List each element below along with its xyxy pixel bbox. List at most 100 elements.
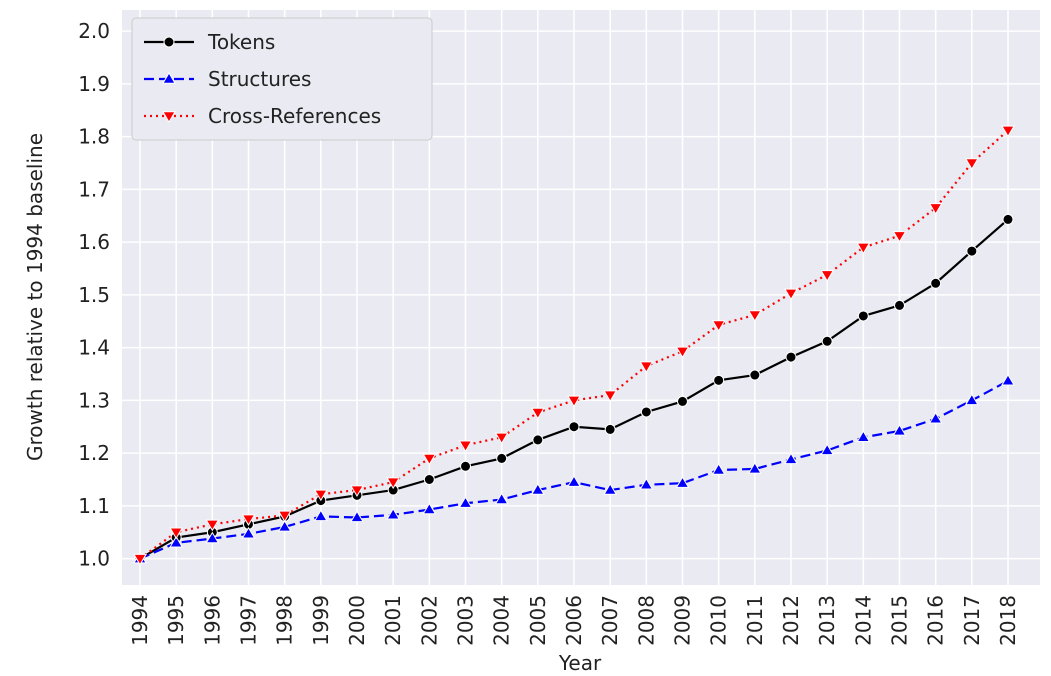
y-tick-label: 1.2	[78, 441, 110, 465]
data-point	[386, 507, 401, 520]
data-point	[784, 452, 798, 465]
x-tick-label: 1999	[309, 595, 333, 646]
data-point	[1002, 213, 1014, 225]
x-tick-label: 2011	[743, 595, 767, 646]
data-point	[711, 463, 726, 475]
data-point	[604, 423, 616, 435]
y-axis-label: Growth relative to 1994 baseline	[23, 133, 47, 461]
data-point	[567, 475, 581, 487]
data-point	[1001, 373, 1015, 386]
data-point	[640, 406, 652, 418]
x-tick-label: 2006	[562, 595, 586, 646]
data-point	[928, 203, 943, 215]
data-point	[350, 485, 364, 498]
data-point	[494, 432, 509, 445]
data-point	[205, 519, 220, 532]
legend-marker	[163, 36, 175, 48]
x-tick-label: 2014	[851, 595, 875, 646]
x-tick-label: 2002	[417, 595, 441, 646]
x-tick-label: 2017	[960, 595, 984, 646]
y-tick-label: 1.4	[78, 336, 110, 360]
data-point	[747, 310, 762, 322]
x-tick-label: 1997	[237, 595, 261, 646]
data-point	[277, 519, 292, 532]
data-point	[241, 514, 256, 527]
data-point	[820, 443, 835, 456]
data-point	[785, 351, 797, 363]
legend-marker	[162, 72, 176, 84]
x-tick-label: 2015	[888, 595, 912, 646]
data-point	[856, 430, 871, 442]
data-point	[205, 531, 220, 544]
legend-label: Structures	[208, 67, 311, 91]
data-point	[169, 535, 184, 548]
y-tick-label: 1.7	[78, 177, 110, 201]
x-tick-label: 1994	[128, 595, 152, 646]
y-tick-label: 2.0	[78, 19, 110, 43]
y-tick-label: 1.3	[78, 388, 110, 412]
data-point	[713, 374, 725, 386]
data-point	[603, 390, 618, 403]
data-point	[386, 477, 401, 490]
x-tick-label: 2000	[345, 595, 369, 646]
x-tick-label: 1996	[200, 595, 224, 646]
data-point	[964, 393, 979, 406]
data-point	[857, 310, 869, 322]
data-point	[422, 453, 437, 466]
data-point	[639, 477, 654, 490]
x-tick-label: 2007	[598, 595, 622, 646]
data-point	[675, 476, 690, 488]
data-point	[784, 288, 798, 301]
legend-label: Tokens	[207, 30, 275, 54]
y-tick-label: 1.6	[78, 230, 110, 254]
data-point	[530, 407, 545, 420]
x-tick-label: 2003	[454, 595, 478, 646]
data-point	[423, 473, 435, 485]
legend-marker	[162, 111, 176, 123]
data-point	[928, 411, 943, 424]
data-point	[1001, 125, 1015, 138]
x-tick-label: 2016	[924, 595, 948, 646]
data-point	[711, 320, 726, 332]
x-tick-label: 2012	[779, 595, 803, 646]
x-tick-label: 2004	[490, 595, 514, 646]
data-point	[277, 510, 292, 523]
legend-box	[131, 17, 433, 141]
x-tick-label: 1995	[164, 595, 188, 646]
data-point	[894, 299, 905, 311]
data-point	[930, 277, 942, 289]
legend-label: Cross-References	[208, 104, 381, 128]
x-tick-label: 2009	[671, 595, 695, 646]
data-point	[530, 483, 545, 495]
data-point	[821, 335, 833, 347]
x-tick-label: 2010	[707, 595, 731, 646]
data-point	[313, 509, 328, 522]
data-point	[496, 452, 508, 464]
data-point	[460, 460, 471, 472]
data-point	[639, 361, 654, 374]
x-axis-label: Year	[558, 651, 602, 675]
y-tick-label: 1.5	[78, 283, 110, 307]
data-point	[568, 421, 580, 433]
data-point	[133, 553, 147, 566]
data-point	[892, 231, 907, 243]
y-tick-label: 1.8	[78, 125, 110, 149]
data-point	[458, 440, 473, 453]
data-point	[964, 158, 979, 170]
data-point	[675, 346, 690, 359]
data-point	[350, 510, 364, 523]
data-point	[422, 502, 437, 515]
data-point	[458, 496, 473, 508]
x-tick-label: 2005	[526, 595, 550, 646]
data-point	[892, 423, 907, 436]
legend: Tokens Structures Cross-References	[131, 17, 433, 141]
data-point	[532, 434, 544, 446]
x-tick-label: 2013	[815, 595, 839, 646]
x-tick-label: 2008	[634, 595, 658, 646]
x-tick-label: 1998	[273, 595, 297, 646]
data-point	[603, 483, 618, 495]
data-point	[749, 369, 761, 381]
y-tick-label: 1.1	[78, 494, 110, 518]
x-tick-label: 2001	[381, 595, 405, 646]
